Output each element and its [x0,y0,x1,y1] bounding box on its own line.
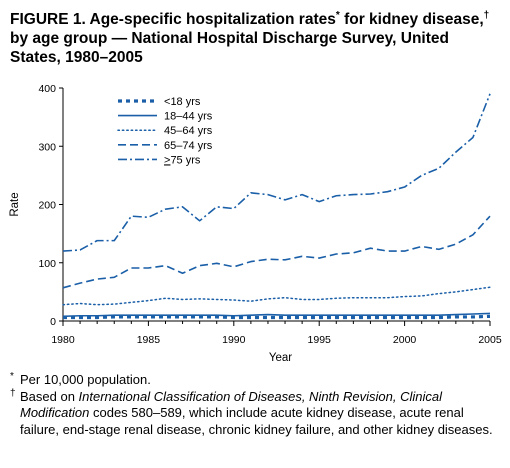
footnote-italic-text: International Classification of Diseases… [20,388,442,421]
footnote-icd-codes: † Based on International Classification o… [10,387,504,439]
footnote-per-population: * Per 10,000 population. [10,371,504,389]
legend-label: <18 yrs [164,96,201,108]
legend-label-prefix: > [164,154,170,166]
legend-label-text: 18 yrs [170,96,200,108]
legend-label-text: 65–74 yrs [164,140,213,152]
footnote-mark: † [10,387,16,399]
x-axis-title: Year [269,352,292,364]
series-line [63,314,491,320]
footnote-text: Based on [20,388,79,404]
line-chart: 0 100 200 300 400 1980 1985 1990 1995 2000 2005 Yea… [9,83,502,364]
series-line [62,215,491,289]
series-layer [62,93,491,320]
legend-label: >75 yrs [164,154,201,166]
legend-label: 18–44 yrs [164,111,213,123]
y-tick-label: 0 [50,316,56,328]
chart-legend: <18 yrs 18–44 yrs 45–64 yrs 65–74 yrs >75 yr… [117,96,213,166]
y-tick-label: 200 [38,200,56,212]
legend-label: 45–64 yrs [164,125,213,137]
series-line [62,312,491,318]
footnotes: * Per 10,000 population. † Based on Intern… [10,371,504,439]
chart-axes: 0 100 200 300 400 1980 1985 1990 1995 2000 2005 Yea… [9,83,502,364]
figure-title: FIGURE 1. Age-specific hospitalization r… [10,10,490,67]
y-axis-title: Rate [9,192,21,216]
legend-label-text: 18–44 yrs [164,111,213,123]
legend-label: 65–74 yrs [164,140,213,152]
footnote-mark: * [10,371,14,382]
series-line [62,93,491,252]
x-tick-label: 1995 [308,334,332,346]
x-tick-label: 1990 [222,334,246,346]
y-tick-label: 100 [38,258,56,270]
legend-label-text: 75 yrs [170,154,200,166]
legend-label-text: 45–64 yrs [164,125,213,137]
y-tick-label: 300 [38,141,56,153]
footnote-text: Per 10,000 population. [20,372,151,387]
x-tick-label: 1985 [137,334,161,346]
y-tick-label: 400 [38,83,56,95]
x-tick-label: 2005 [478,334,502,346]
footnote-text: codes 580–589, which include acute kidne… [20,405,493,437]
x-tick-label: 1980 [51,334,75,346]
series-line [62,286,491,306]
legend-label-prefix: < [164,96,170,108]
x-tick-label: 2000 [393,334,417,346]
